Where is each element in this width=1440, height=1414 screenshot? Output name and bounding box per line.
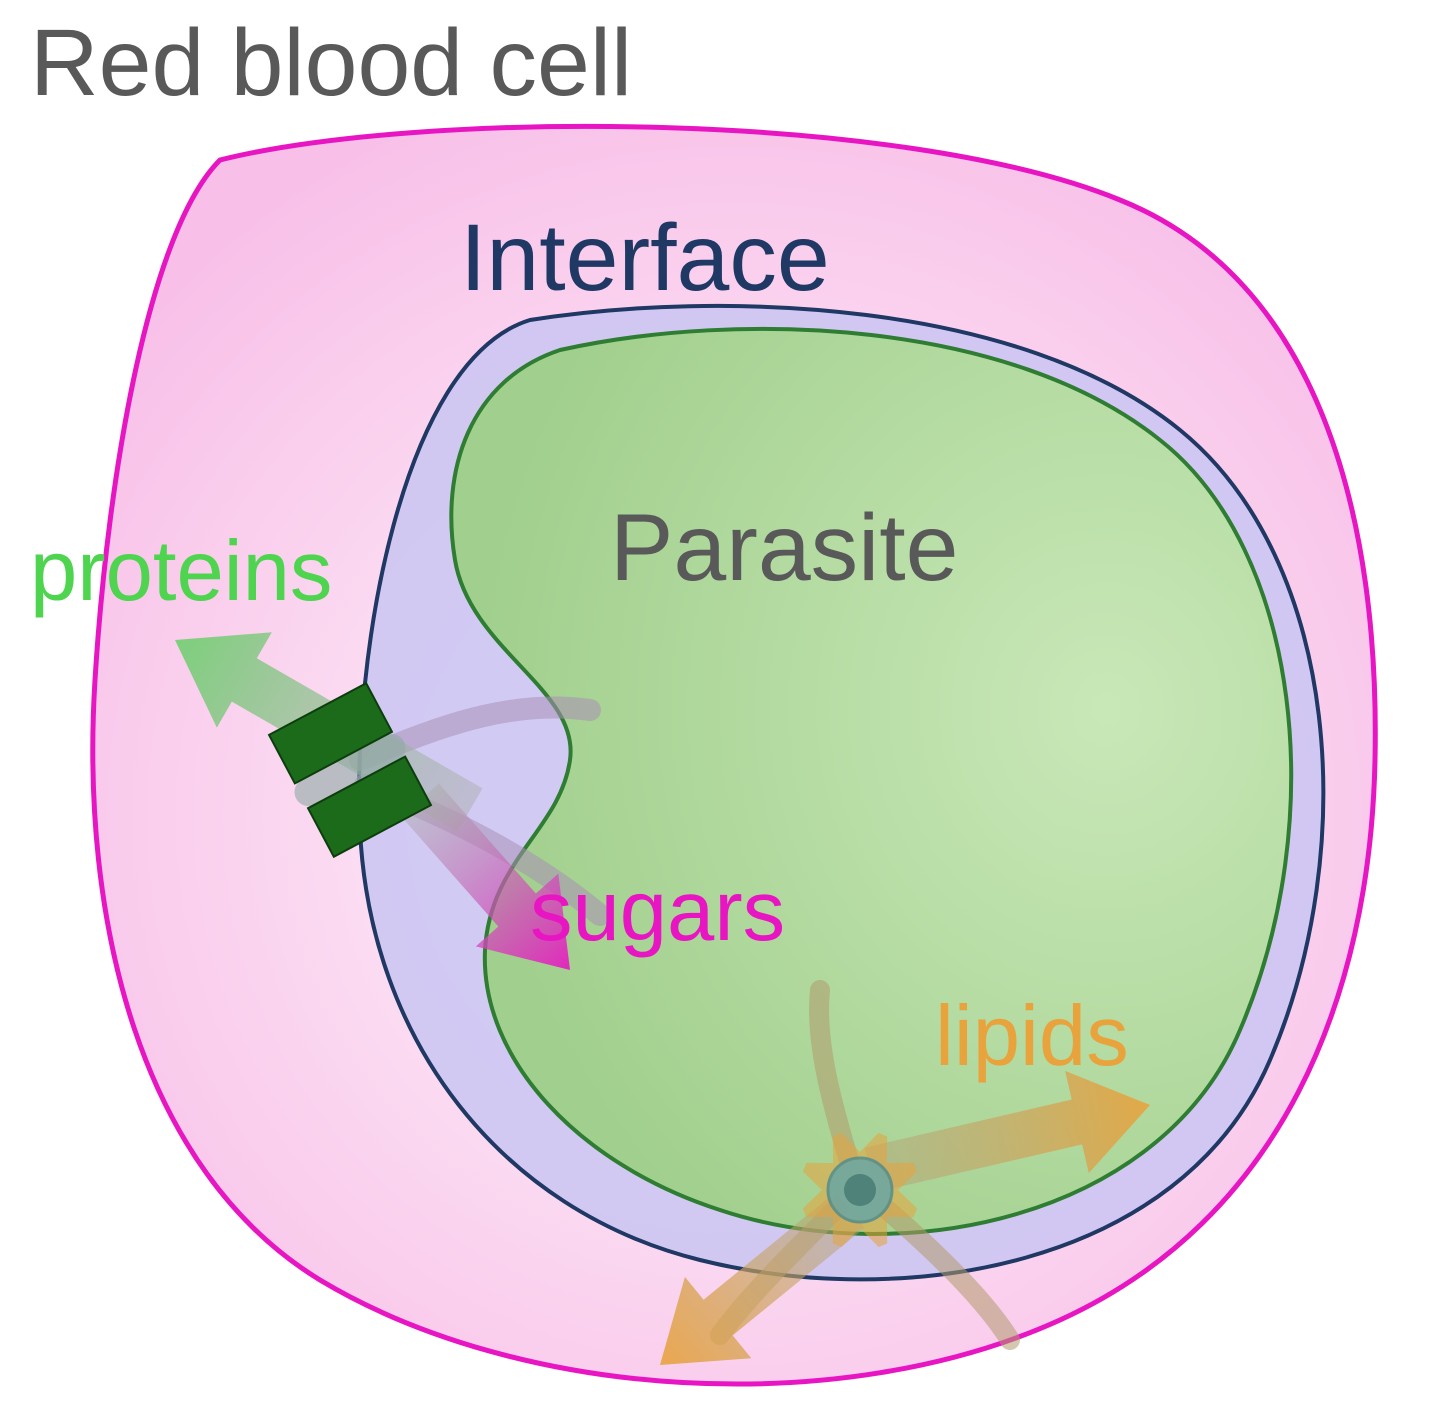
- sugars-label: sugars: [530, 864, 785, 959]
- interface-label: Interface: [460, 205, 830, 311]
- parasite-label: Parasite: [610, 495, 959, 601]
- parasite-shape: [451, 329, 1291, 1234]
- proteins-label: proteins: [30, 524, 332, 619]
- red-blood-cell-label: Red blood cell: [30, 10, 632, 116]
- lipids-label: lipids: [935, 989, 1129, 1084]
